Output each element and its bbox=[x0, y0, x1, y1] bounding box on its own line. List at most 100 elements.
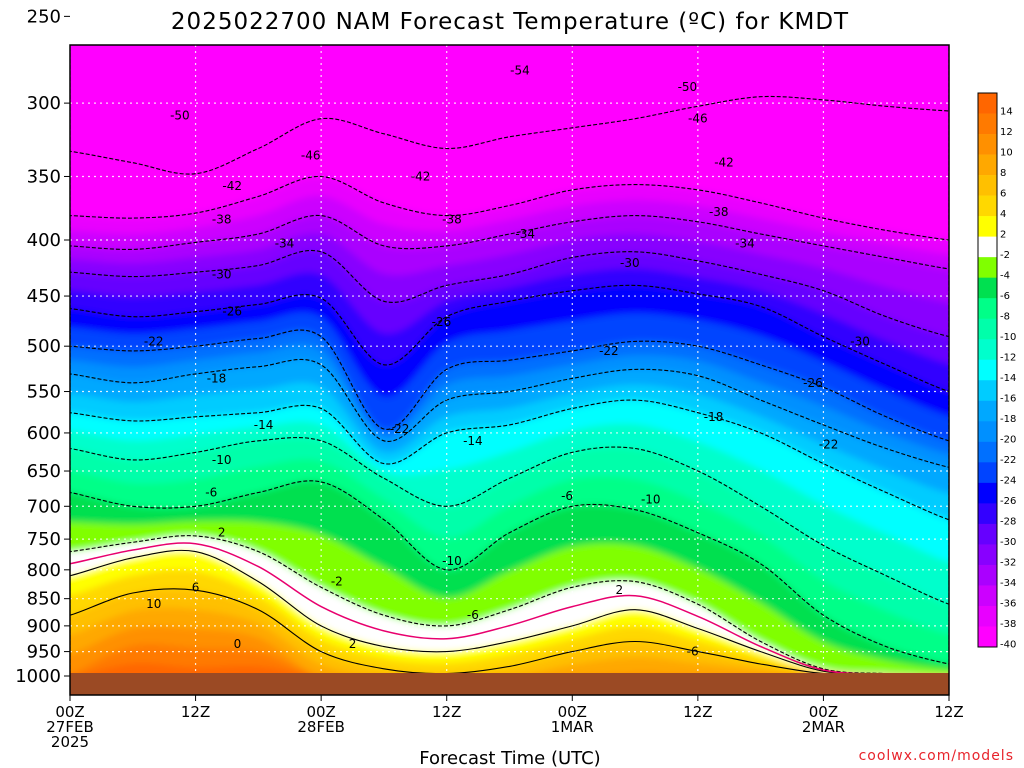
colorbar: 14 12 10 8 6 4 2 -2 -4 -6 -8 -10 -12 -14 -16 -18 -20 -22 -… bbox=[977, 92, 1016, 651]
colorbar-label: -40 bbox=[1000, 640, 1016, 651]
colorbar-swatch bbox=[978, 195, 997, 217]
y-tick-label: 800 bbox=[27, 560, 61, 581]
contour-label: -38 bbox=[212, 212, 232, 226]
contour-label: -18 bbox=[207, 371, 227, 385]
y-tick-label: 900 bbox=[27, 616, 61, 637]
contour-label: -14 bbox=[254, 418, 274, 432]
colorbar-swatch bbox=[978, 626, 997, 648]
x-tick-label: 2025 bbox=[51, 733, 89, 751]
colorbar-swatch bbox=[978, 277, 997, 299]
x-tick-label: 00Z bbox=[809, 703, 838, 721]
colorbar-swatch bbox=[978, 298, 997, 320]
plot-frame bbox=[69, 44, 950, 696]
x-tick-label: 2MAR bbox=[802, 718, 845, 736]
contour-label: -10 bbox=[212, 453, 232, 467]
contour-label: -42 bbox=[714, 156, 734, 170]
contour-label: -22 bbox=[390, 422, 410, 436]
contour-label: -2 bbox=[331, 575, 343, 589]
colorbar-swatch bbox=[978, 605, 997, 627]
colorbar-swatch bbox=[978, 318, 997, 340]
colorbar-label: -6 bbox=[1000, 291, 1010, 302]
y-tick-label: 250 bbox=[27, 6, 61, 27]
colorbar-swatch bbox=[978, 154, 997, 176]
isotherm-line bbox=[70, 549, 949, 677]
contour-label: 0 bbox=[234, 637, 242, 651]
x-tick-label: 12Z bbox=[181, 703, 210, 721]
temperature-bands bbox=[70, 45, 949, 695]
contour-label: 2 bbox=[349, 637, 357, 651]
colorbar-label: -8 bbox=[1000, 311, 1010, 322]
contour-label: -46 bbox=[196, 0, 216, 4]
colorbar-swatch bbox=[978, 523, 997, 545]
contour-label: -14 bbox=[463, 434, 483, 448]
ground-layer bbox=[70, 673, 949, 695]
colorbar-label: -28 bbox=[1000, 517, 1016, 528]
colorbar-swatch bbox=[978, 564, 997, 586]
colorbar-label: -10 bbox=[1000, 332, 1016, 343]
contour-label: -34 bbox=[515, 227, 535, 241]
colorbar-label: -14 bbox=[1000, 373, 1016, 384]
colorbar-swatch bbox=[978, 400, 997, 422]
x-tick-label: 12Z bbox=[934, 703, 963, 721]
y-tick-label: 600 bbox=[27, 423, 61, 444]
colorbar-label: -26 bbox=[1000, 496, 1016, 507]
colorbar-swatch bbox=[978, 421, 997, 443]
chart-title: 2025022700 NAM Forecast Temperature (ºC)… bbox=[171, 9, 849, 35]
contour-label: -46 bbox=[301, 149, 321, 163]
contour-label: 6 bbox=[192, 580, 200, 594]
colorbar-swatch bbox=[978, 216, 997, 237]
contour-label: -10 bbox=[442, 554, 462, 568]
colorbar-label: -38 bbox=[1000, 619, 1016, 630]
x-tick-label: 27FEB bbox=[46, 718, 93, 736]
colorbar-label: -16 bbox=[1000, 394, 1016, 405]
y-axis: 250 300 350 400 450 500 550 600 650 700 750 800 850 9… bbox=[15, 6, 70, 687]
colorbar-label: 10 bbox=[1000, 147, 1013, 158]
colorbar-label: -20 bbox=[1000, 435, 1016, 446]
contour-label: -42 bbox=[411, 169, 431, 183]
isotherm-line bbox=[70, 215, 949, 270]
contour-label: 2 bbox=[616, 583, 624, 597]
colorbar-swatch bbox=[978, 113, 997, 135]
colorbar-label: 8 bbox=[1000, 168, 1006, 179]
contour-label: -10 bbox=[641, 492, 661, 506]
isotherm-line bbox=[70, 95, 949, 175]
contour-label: -26 bbox=[803, 376, 823, 390]
plot-area: -46 -54 -50 -50 -46 -46 -42 -42 -42 -38 -38 -38 -34 -… bbox=[70, 0, 949, 695]
colorbar-swatch bbox=[978, 441, 997, 463]
contour-label: 10 bbox=[146, 597, 161, 611]
contour-label: -46 bbox=[688, 112, 708, 126]
contour-label: -22 bbox=[599, 344, 619, 358]
contour-label: -6 bbox=[205, 485, 217, 499]
contour-label: -38 bbox=[442, 212, 462, 226]
y-tick-label: 650 bbox=[27, 461, 61, 482]
contour-label: -6 bbox=[561, 489, 573, 503]
y-tick-label: 700 bbox=[27, 496, 61, 517]
y-tick-label: 550 bbox=[27, 382, 61, 403]
colorbar-swatch bbox=[978, 93, 997, 114]
x-tick-label: 12Z bbox=[683, 703, 712, 721]
colorbar-label: 14 bbox=[1000, 106, 1013, 117]
colorbar-label: -2 bbox=[1000, 250, 1010, 261]
isotherm-contours bbox=[70, 95, 949, 677]
x-tick-label: 28FEB bbox=[297, 718, 344, 736]
isotherm-line bbox=[70, 284, 949, 393]
contour-label: -6 bbox=[687, 645, 699, 659]
y-tick-label: 450 bbox=[27, 286, 61, 307]
isotherm-line bbox=[70, 535, 949, 676]
contour-label: -26 bbox=[222, 305, 242, 319]
colorbar-swatch bbox=[978, 236, 997, 258]
colorbar-label: 12 bbox=[1000, 127, 1013, 138]
contour-label: -22 bbox=[819, 438, 839, 452]
colorbar-label: 4 bbox=[1000, 209, 1006, 220]
contour-label: -6 bbox=[467, 608, 479, 622]
credit-text: coolwx.com/models bbox=[859, 748, 1014, 764]
colorbar-swatch bbox=[978, 503, 997, 525]
colorbar-label: -18 bbox=[1000, 414, 1016, 425]
x-axis-label: Forecast Time (UTC) bbox=[419, 748, 600, 768]
x-tick-label: 00Z bbox=[306, 703, 335, 721]
contour-label: -42 bbox=[222, 179, 242, 193]
colorbar-swatch bbox=[978, 544, 997, 566]
colorbar-label: 6 bbox=[1000, 188, 1006, 199]
